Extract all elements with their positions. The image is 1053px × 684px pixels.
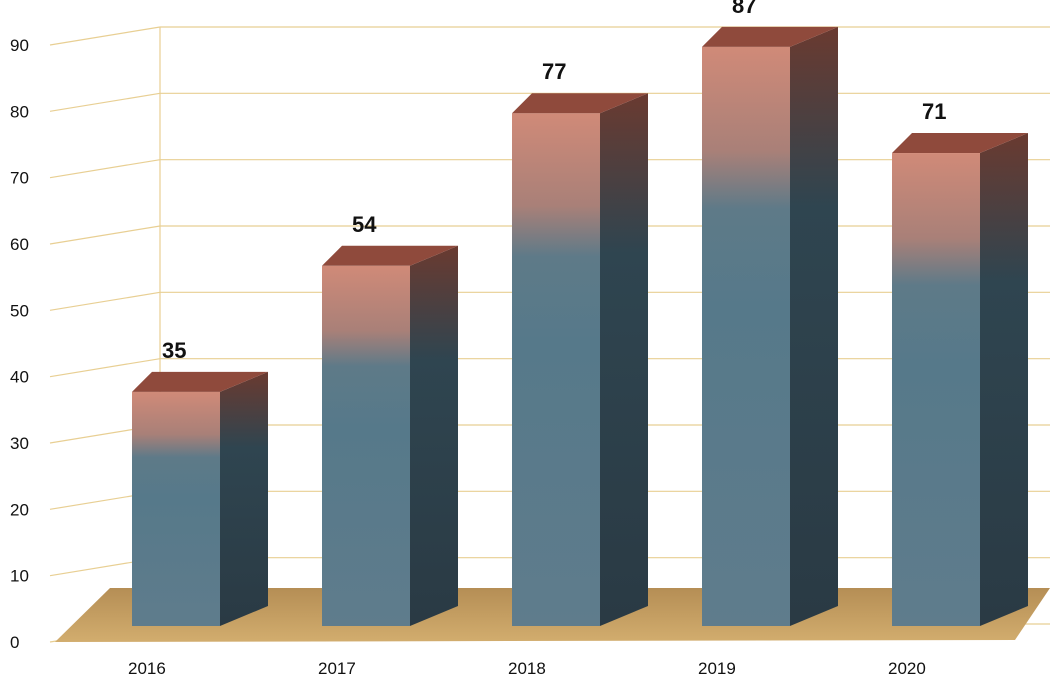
- x-tick-label: 2018: [508, 659, 546, 678]
- bar-top-2018: [512, 93, 648, 114]
- data-label: 77: [542, 59, 566, 84]
- data-label: 35: [162, 338, 186, 363]
- bar-top-2019: [702, 26, 838, 47]
- grid-diagonal-60: [49, 225, 161, 245]
- grid-diagonal-70: [49, 159, 161, 179]
- y-tick-label: 70: [10, 169, 29, 188]
- x-tick-label: 2017: [318, 659, 356, 678]
- bar-side-2016: [220, 371, 268, 626]
- bar-front-2017: [322, 265, 410, 626]
- y-tick-label: 0: [10, 633, 19, 652]
- y-tick-label: 10: [10, 567, 29, 586]
- bar-front-2016: [132, 391, 220, 626]
- data-label: 87: [732, 0, 756, 18]
- x-tick-label: 2016: [128, 659, 166, 678]
- bar-front-2020: [892, 153, 980, 627]
- bar-front-2019: [702, 46, 790, 626]
- data-label: 71: [922, 99, 946, 124]
- grid-diagonal-90: [49, 26, 161, 46]
- bar-top-2016: [132, 371, 268, 392]
- y-tick-label: 30: [10, 434, 29, 453]
- data-label: 54: [352, 212, 377, 237]
- x-tick-label: 2019: [698, 659, 736, 678]
- grid-diagonal-80: [49, 92, 161, 112]
- grid-diagonal-40: [49, 358, 161, 378]
- y-tick-label: 50: [10, 301, 29, 320]
- y-tick-label: 80: [10, 102, 29, 121]
- y-tick-label: 90: [10, 36, 29, 55]
- y-tick-label: 40: [10, 368, 29, 387]
- bar-side-2018: [600, 93, 648, 626]
- bar-side-2020: [980, 133, 1028, 627]
- bar-top-2020: [892, 133, 1028, 154]
- bar-front-2018: [512, 113, 600, 626]
- grid-diagonal-50: [49, 291, 161, 311]
- bar-top-2017: [322, 245, 458, 266]
- y-tick-label: 60: [10, 235, 29, 254]
- x-tick-label: 2020: [888, 659, 926, 678]
- y-tick-label: 20: [10, 500, 29, 519]
- bar-side-2019: [790, 26, 838, 626]
- bar-side-2017: [410, 245, 458, 627]
